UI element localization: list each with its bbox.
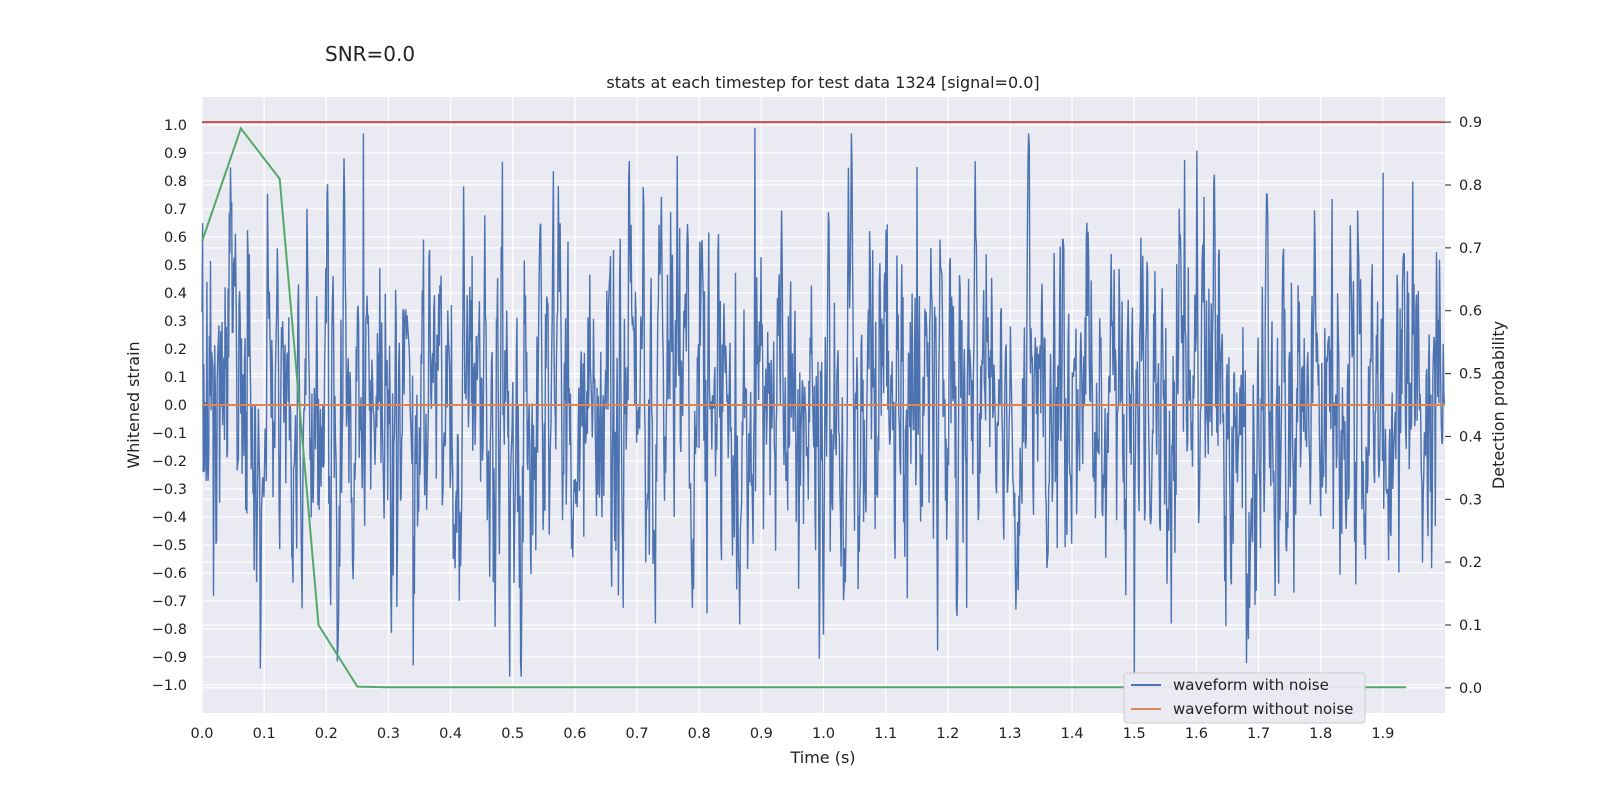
x-tick-label: 1.5 [1123,726,1146,742]
y-tick-label: −1.0 [152,678,187,694]
y-tick-label: −0.9 [152,650,187,666]
y2-tick-labels: 0.9 0.8 0.7 0.6 0.5 0.4 0.3 0.2 0.1 0.0 [1445,115,1482,697]
y-tick-label: 1.0 [164,118,187,134]
y-tick-label: 0.0 [164,398,187,414]
x-tick-label: 0.3 [377,726,400,742]
y2-tick-label: 0.8 [1459,178,1482,194]
series-detection-probability [201,126,1407,689]
legend-box [1123,672,1366,724]
y-tick-labels: 1.0 0.9 0.8 0.7 0.6 0.5 0.4 0.3 0.2 0.1 0.0 −0.1 −0.… [152,118,187,694]
y-tick-label: 0.8 [164,174,187,190]
x-tick-label: 1.3 [998,726,1021,742]
y-tick-label: 0.7 [164,202,187,218]
y2-tick-label: 0.2 [1459,555,1482,571]
x-tick-label: 1.4 [1061,726,1084,742]
y-tick-label: −0.6 [152,566,187,582]
y-tick-label: 0.4 [164,286,187,302]
y2-tick-label: 0.3 [1459,492,1482,508]
x-tick-label: 1.9 [1371,726,1394,742]
snr-suptitle: SNR=0.0 [325,42,415,66]
y-tick-label: −0.5 [152,538,187,554]
y-tick-label: −0.2 [152,454,187,470]
y-tick-label: −0.1 [152,426,187,442]
y-tick-label: 0.2 [164,342,187,358]
x-tick-label: 1.6 [1185,726,1208,742]
x-tick-label: 1.2 [936,726,959,742]
y-tick-label: −0.3 [152,482,187,498]
series-layer [201,121,1446,689]
x-tick-label: 0.5 [501,726,524,742]
y-tick-label: −0.4 [152,510,187,526]
x-tick-label: 1.1 [874,726,897,742]
y2-tick-label: 0.9 [1459,115,1482,131]
legend-label-noisy: waveform with noise [1173,676,1329,694]
x-tick-label: 0.7 [626,726,649,742]
legend-label-clean: waveform without noise [1173,700,1353,718]
y2-axis-label: Detection probability [1489,321,1508,489]
x-tick-labels: 0.0 0.1 0.2 0.3 0.4 0.5 0.6 0.7 0.8 0.9 1.0 1.1 1.2 1… [190,726,1394,742]
y-axis-label: Whitened strain [124,341,143,468]
x-tick-label: 0.6 [563,726,586,742]
x-tick-label: 1.7 [1247,726,1270,742]
y-tick-label: 0.6 [164,230,187,246]
x-axis-label: Time (s) [789,748,855,767]
x-tick-label: 0.0 [190,726,213,742]
x-tick-label: 1.0 [812,726,835,742]
x-tick-label: 1.8 [1309,726,1332,742]
x-tick-label: 0.2 [315,726,338,742]
y-tick-label: 0.5 [164,258,187,274]
y2-tick-label: 0.7 [1459,241,1482,257]
y-tick-label: 0.9 [164,146,187,162]
y-tick-label: −0.8 [152,622,187,638]
chart-title: stats at each timestep for test data 132… [606,73,1039,92]
y2-tick-label: 0.6 [1459,304,1482,320]
y-tick-label: 0.1 [164,370,187,386]
y2-tick-label: 0.4 [1459,429,1482,445]
x-tick-label: 0.4 [439,726,462,742]
series-waveform-with-noise [201,127,1446,677]
y-tick-label: −0.7 [152,594,187,610]
y2-tick-label: 0.1 [1459,618,1482,634]
x-tick-label: 0.8 [688,726,711,742]
legend: waveform with noise waveform without noi… [1123,672,1366,724]
x-tick-label: 0.1 [253,726,276,742]
x-tick-label: 0.9 [750,726,773,742]
y2-tick-label: 0.5 [1459,367,1482,383]
y-tick-label: 0.3 [164,314,187,330]
y2-tick-label: 0.0 [1459,681,1482,697]
